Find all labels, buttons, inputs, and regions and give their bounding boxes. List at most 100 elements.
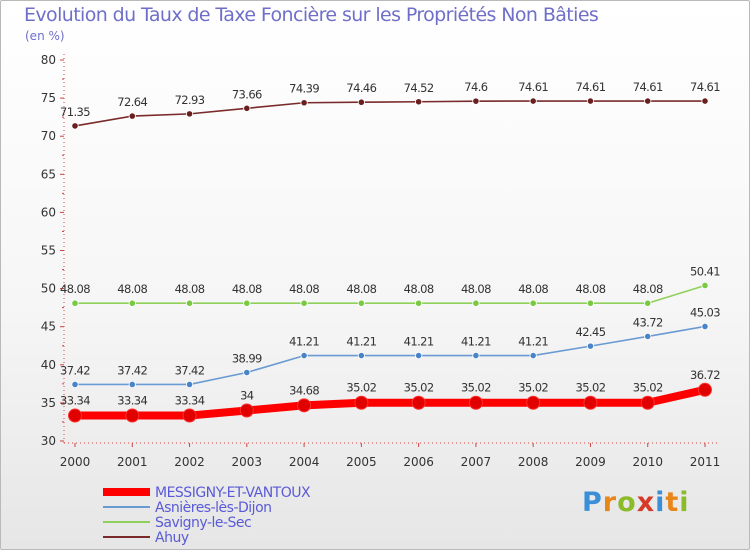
data-point — [357, 299, 365, 307]
data-point — [586, 342, 595, 350]
data-point — [300, 299, 308, 307]
x-tick-label: 2008 — [518, 455, 549, 469]
data-point — [415, 351, 423, 360]
x-tick-label: 2002 — [174, 455, 205, 469]
data-label: 34.68 — [289, 383, 319, 397]
data-point — [185, 380, 194, 389]
series-lines — [71, 100, 709, 420]
logo-letter: x — [636, 487, 656, 518]
data-label: 41.21 — [346, 335, 376, 349]
data-point — [526, 395, 541, 410]
y-tick-label: 70 — [41, 129, 56, 143]
data-point — [583, 395, 598, 410]
series-points — [68, 97, 712, 423]
data-point — [472, 299, 480, 307]
data-point — [243, 104, 251, 112]
data-point — [185, 299, 194, 307]
data-label: 48.08 — [404, 282, 434, 296]
data-label: 45.03 — [690, 305, 720, 319]
data-label: 37.42 — [117, 363, 147, 377]
y-tick-label: 50 — [41, 282, 56, 296]
data-point — [128, 299, 136, 307]
data-point — [529, 97, 537, 105]
data-label: 36.72 — [690, 368, 720, 382]
x-tick-label: 2001 — [117, 455, 148, 469]
data-label: 35.02 — [461, 381, 491, 395]
data-point — [472, 351, 480, 360]
y-tick-label: 35 — [41, 396, 56, 410]
legend-label: Ahuy — [155, 530, 189, 546]
x-tick-label: 2010 — [632, 455, 663, 469]
data-point — [415, 98, 423, 106]
x-tick-label: 2003 — [232, 455, 263, 469]
data-label: 50.41 — [690, 264, 720, 278]
data-point — [701, 322, 709, 331]
data-point — [586, 299, 595, 307]
data-label: 48.08 — [175, 282, 205, 296]
series-line-savigny-le-sec — [74, 284, 706, 305]
data-point — [529, 351, 537, 360]
logo-letter: i — [679, 487, 690, 518]
chart-unit-label: (en %) — [25, 29, 65, 43]
data-label: 35.02 — [633, 381, 663, 395]
data-point — [125, 408, 140, 423]
data-point — [472, 97, 480, 105]
data-label: 38.99 — [232, 351, 262, 365]
data-point — [586, 97, 595, 105]
legend: MESSIGNY-ET-VANTOUXAsnières-lès-DijonSav… — [103, 485, 311, 546]
data-label: 37.42 — [175, 363, 205, 377]
data-label: 42.45 — [575, 325, 605, 339]
data-label: 48.08 — [461, 282, 491, 296]
y-tick-label: 40 — [41, 358, 56, 372]
data-label: 74.39 — [289, 82, 319, 96]
data-point — [71, 122, 79, 130]
y-tick-label: 45 — [41, 320, 56, 334]
data-point — [468, 395, 483, 410]
x-tick-label: 2000 — [60, 455, 91, 469]
data-label: 48.08 — [232, 282, 262, 296]
data-point — [185, 110, 194, 118]
logo-letter: i — [655, 487, 666, 518]
data-point — [357, 98, 365, 106]
series-line-messigny-et-vantoux — [71, 385, 709, 420]
data-label: 48.08 — [575, 282, 605, 296]
data-label: 71.35 — [60, 105, 90, 119]
data-label: 37.42 — [60, 363, 90, 377]
data-label: 33.34 — [60, 394, 90, 408]
data-point — [357, 351, 365, 360]
legend-label: Asnières-lès-Dijon — [155, 500, 272, 516]
data-point — [644, 97, 652, 105]
data-label: 72.64 — [117, 95, 147, 109]
data-point — [182, 408, 197, 423]
data-label: 41.21 — [404, 335, 434, 349]
logo-letter: P — [582, 487, 603, 518]
y-tick-label: 75 — [41, 91, 56, 105]
x-tick-label: 2005 — [346, 455, 377, 469]
logo-letter: o — [617, 487, 637, 518]
data-label: 74.61 — [518, 80, 548, 94]
data-label: 35.02 — [575, 381, 605, 395]
data-point — [411, 395, 426, 410]
data-label: 41.21 — [289, 335, 319, 349]
legend-label: Savigny-le-Sec — [155, 515, 251, 531]
data-point — [71, 299, 79, 307]
logo-letter: r — [602, 487, 618, 518]
data-label: 41.21 — [461, 335, 491, 349]
y-tick-label: 65 — [41, 167, 56, 181]
data-label: 74.61 — [575, 80, 605, 94]
data-point — [243, 299, 251, 307]
data-point — [701, 281, 709, 290]
data-point — [239, 403, 254, 418]
data-point — [243, 368, 251, 377]
x-tick-label: 2006 — [403, 455, 434, 469]
series-line-asni-res-l-s-dijon — [74, 325, 706, 386]
data-label: 48.08 — [289, 282, 319, 296]
axes: 30 35 40 45 50 55 60 65 70 75 80 2000 2001 2002 2003 20… — [41, 53, 721, 469]
y-tick-label: 55 — [41, 244, 56, 258]
y-tick-label: 30 — [41, 434, 56, 448]
x-tick-label: 2009 — [575, 455, 606, 469]
x-tick-label: 2004 — [289, 455, 320, 469]
y-tick-label: 80 — [41, 53, 56, 67]
data-label: 74.46 — [346, 81, 376, 95]
